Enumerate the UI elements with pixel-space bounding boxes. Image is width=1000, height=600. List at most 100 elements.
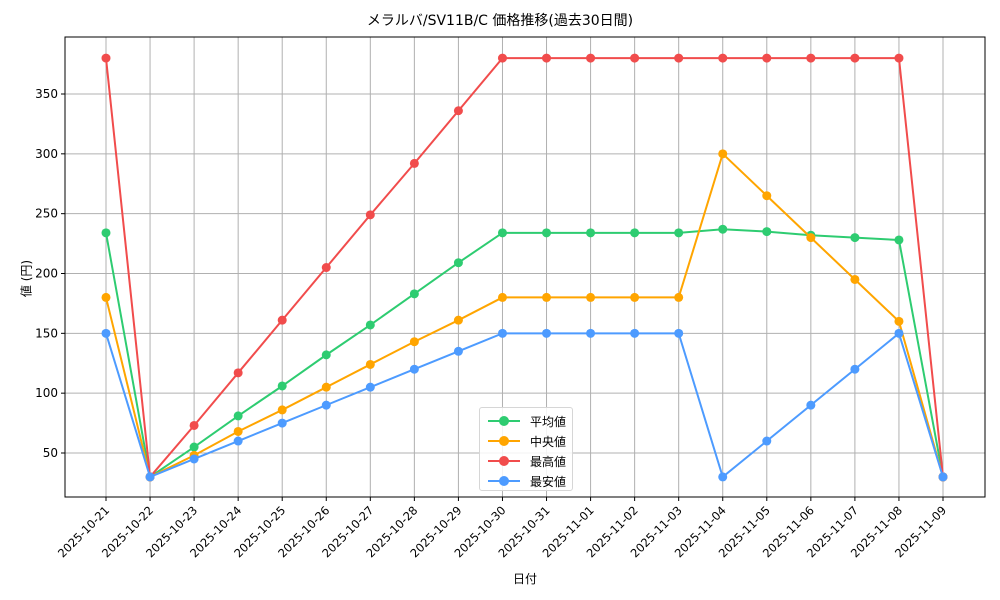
legend-label: 平均値 (530, 414, 567, 429)
legend-marker-icon (488, 414, 520, 428)
data-point (586, 328, 596, 338)
y-tick-label: 50 (43, 446, 58, 460)
data-point (630, 53, 640, 63)
data-point (321, 263, 331, 273)
legend-item: 平均値 (480, 411, 572, 431)
data-point (497, 228, 507, 238)
data-point (101, 228, 111, 238)
data-point (630, 292, 640, 302)
legend-marker-icon (488, 434, 520, 448)
data-point (718, 53, 728, 63)
data-point (806, 233, 816, 243)
data-point (806, 53, 816, 63)
y-tick-label: 200 (35, 267, 58, 281)
data-point (542, 328, 552, 338)
data-point (938, 472, 948, 482)
legend-label: 最安値 (530, 474, 567, 489)
series-line (105, 57, 944, 480)
data-point (321, 350, 331, 360)
legend-item: 中央値 (480, 431, 572, 451)
data-point (718, 224, 728, 234)
legend-item: 最安値 (480, 471, 572, 491)
y-axis-label: 値 (円) (19, 259, 34, 298)
series-line (105, 331, 944, 479)
data-point (762, 53, 772, 63)
data-point (277, 418, 287, 428)
data-point (674, 292, 684, 302)
chart-title: メラルバ/SV11B/C 価格推移(過去30日間) (366, 13, 634, 29)
legend-label: 中央値 (530, 434, 567, 449)
data-point (762, 436, 772, 446)
data-point (718, 149, 728, 159)
data-point (409, 364, 419, 374)
data-point (497, 53, 507, 63)
data-point (277, 405, 287, 415)
data-point (321, 400, 331, 410)
data-point (277, 315, 287, 325)
data-point (850, 274, 860, 284)
data-point (542, 53, 552, 63)
data-point (101, 292, 111, 302)
data-point (365, 320, 375, 330)
series-line (105, 151, 944, 479)
data-point (233, 436, 243, 446)
legend-label: 最高値 (530, 454, 567, 469)
series-line (105, 228, 944, 479)
data-point (850, 233, 860, 243)
data-point (806, 400, 816, 410)
data-point (101, 53, 111, 63)
legend-marker-icon (488, 454, 520, 468)
data-point (409, 337, 419, 347)
data-point (453, 346, 463, 356)
data-point (233, 411, 243, 421)
data-point (409, 158, 419, 168)
data-point (674, 328, 684, 338)
data-point (101, 328, 111, 338)
data-point (542, 292, 552, 302)
data-point (453, 258, 463, 268)
data-point (850, 53, 860, 63)
y-tick-label: 250 (35, 207, 58, 221)
data-point (586, 53, 596, 63)
data-point (762, 191, 772, 201)
data-point (630, 228, 640, 238)
x-axis-label: 日付 (512, 572, 537, 586)
data-point (409, 289, 419, 299)
y-tick-label: 150 (35, 326, 58, 340)
data-point (365, 382, 375, 392)
data-point (894, 316, 904, 326)
data-point (850, 364, 860, 374)
data-point (718, 472, 728, 482)
data-point (453, 106, 463, 116)
data-point (674, 228, 684, 238)
data-point (189, 442, 199, 452)
data-point (365, 210, 375, 220)
legend-marker-icon (488, 474, 520, 488)
data-point (894, 53, 904, 63)
data-point (630, 328, 640, 338)
data-point (586, 228, 596, 238)
axes-frame (64, 36, 986, 498)
chart-legend: 平均値中央値最高値最安値 (479, 407, 573, 491)
data-point (321, 382, 331, 392)
y-tick-label: 100 (35, 386, 58, 400)
data-point (674, 53, 684, 63)
data-point (233, 368, 243, 378)
data-point (277, 381, 287, 391)
data-point (894, 235, 904, 245)
data-point (145, 472, 155, 482)
legend-item: 最高値 (480, 451, 572, 471)
data-point (542, 228, 552, 238)
data-point (365, 359, 375, 369)
data-point (894, 328, 904, 338)
y-tick-label: 300 (35, 147, 58, 161)
data-point (453, 315, 463, 325)
data-point (762, 227, 772, 237)
data-point (586, 292, 596, 302)
y-tick-label: 350 (35, 87, 58, 101)
data-point (189, 454, 199, 464)
data-point (497, 292, 507, 302)
data-point (189, 420, 199, 430)
